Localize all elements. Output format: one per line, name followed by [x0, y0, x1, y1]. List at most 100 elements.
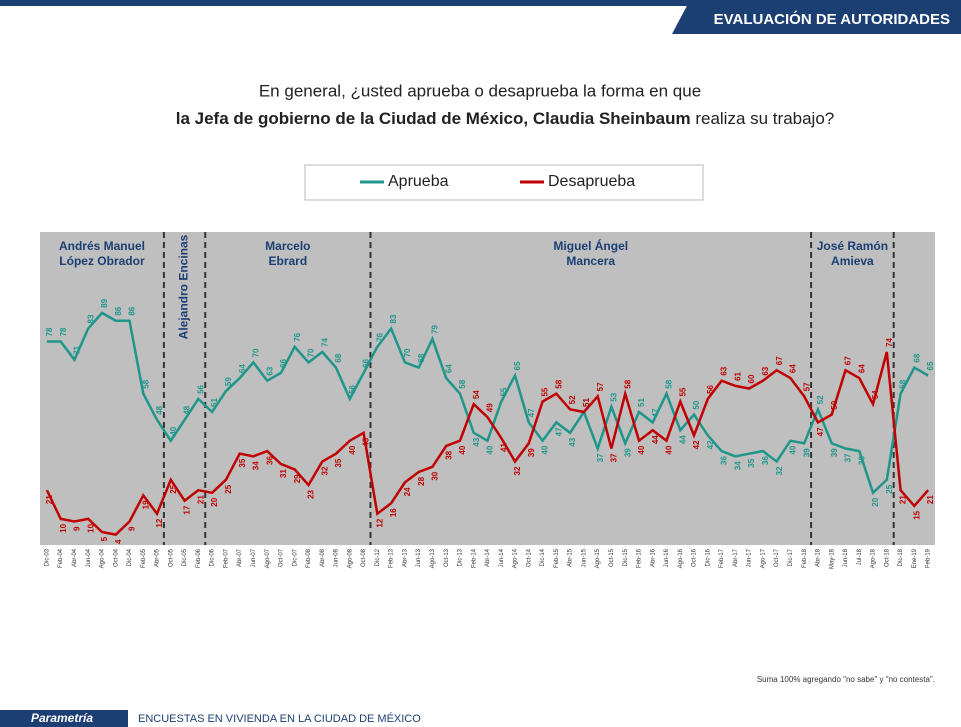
data-label: 17 [183, 505, 192, 514]
data-label: 74 [320, 338, 329, 347]
data-label: 58 [899, 379, 908, 388]
data-label: 76 [375, 332, 384, 341]
data-label: 29 [293, 474, 302, 483]
x-tick-label: Abr-18 [816, 548, 822, 567]
data-label: 47 [651, 408, 660, 417]
legend-label: Aprueba [388, 173, 449, 190]
data-label: 71 [73, 345, 82, 354]
data-label: 64 [789, 364, 798, 373]
data-label: 64 [238, 364, 247, 373]
period-label: López Obrador [59, 254, 145, 268]
data-label: 12 [155, 518, 164, 527]
x-tick-label: Jun-17 [747, 548, 753, 567]
data-label: 57 [802, 382, 811, 391]
x-tick-label: Oct-17 [774, 548, 780, 567]
data-label: 25 [224, 484, 233, 493]
data-label: 39 [802, 448, 811, 457]
x-tick-label: Feb-05 [141, 548, 147, 568]
x-tick-label: Feb-06 [196, 548, 202, 568]
data-label: 34 [252, 461, 261, 470]
x-tick-label: Oct-05 [168, 548, 174, 567]
data-label: 78 [45, 327, 54, 336]
data-label: 40 [637, 445, 646, 454]
x-tick-label: Dic-18 [898, 548, 904, 566]
data-label: 20 [871, 497, 880, 506]
data-label: 54 [472, 390, 481, 399]
data-label: 25 [885, 484, 894, 493]
x-tick-label: Jun-08 [334, 548, 340, 567]
data-label: 19 [141, 500, 150, 509]
header-bar [672, 0, 961, 34]
data-label: 50 [692, 400, 701, 409]
series-line [45, 351, 930, 536]
data-label: 67 [844, 356, 853, 365]
data-label: 37 [610, 453, 619, 462]
x-tick-label: Abr-16 [650, 548, 656, 567]
data-label: 21 [45, 495, 54, 504]
data-label: 43 [362, 437, 371, 446]
x-tick-label: Jun-07 [251, 548, 257, 567]
x-tick-label: Oct-13 [444, 548, 450, 567]
data-label: 43 [472, 437, 481, 446]
data-label: 58 [665, 379, 674, 388]
x-tick-label: Jun-04 [86, 548, 92, 567]
period-label: Marcelo [265, 239, 310, 253]
x-tick-label: Jun-13 [416, 548, 422, 567]
data-label: 24 [403, 487, 412, 496]
x-tick-label: Ago-18 [871, 548, 877, 568]
data-label: 20 [210, 497, 219, 506]
x-tick-label: Jun-16 [664, 548, 670, 567]
x-tick-label: Ago-13 [430, 548, 436, 568]
data-label: 78 [59, 327, 68, 336]
x-tick-label: Dic-06 [210, 548, 216, 566]
data-label: 58 [554, 379, 563, 388]
x-tick-label: Abr-13 [402, 548, 408, 567]
x-tick-label: Oct-08 [361, 548, 367, 567]
data-label: 61 [733, 371, 742, 380]
data-label: 51 [582, 398, 591, 407]
data-label: 43 [568, 437, 577, 446]
x-tick-label: Abr-05 [155, 548, 161, 567]
x-tick-label: Dic-07 [292, 548, 298, 566]
data-label: 10 [59, 523, 68, 532]
period-label: Mancera [566, 254, 615, 268]
data-label: 59 [224, 377, 233, 386]
x-tick-label: Abr-17 [733, 548, 739, 567]
data-label: 41 [499, 443, 508, 452]
data-label: 53 [610, 392, 619, 401]
data-label: 37 [596, 453, 605, 462]
x-tick-label: Dic-15 [623, 548, 629, 566]
data-label: 25 [169, 484, 178, 493]
data-label: 63 [761, 366, 770, 375]
x-tick-label: Jul-18 [857, 548, 863, 565]
title-rest: realiza su trabajo? [695, 109, 834, 128]
x-tick-label: Dic-17 [788, 548, 794, 566]
period-label: Andrés Manuel [59, 239, 145, 253]
data-label: 60 [747, 374, 756, 383]
x-tick-label: Ago-04 [100, 548, 106, 568]
data-label: 68 [334, 353, 343, 362]
x-tick-label: Dic-05 [182, 548, 188, 566]
data-label: 21 [196, 495, 205, 504]
x-tick-label: Abr-14 [485, 548, 491, 567]
data-label: 42 [692, 440, 701, 449]
period-label: Alejandro Encinas [177, 234, 191, 339]
data-label: 63 [720, 366, 729, 375]
x-tick-label: Feb-17 [719, 548, 725, 568]
data-label: 83 [389, 314, 398, 323]
x-tick-label: Dic-04 [127, 548, 133, 566]
data-label: 42 [706, 440, 715, 449]
data-label: 66 [362, 358, 371, 367]
data-label: 70 [307, 348, 316, 357]
legend: Aprueba Desaprueba [360, 173, 635, 190]
x-tick-label: Abr-08 [320, 548, 326, 567]
data-label: 30 [431, 471, 440, 480]
data-label: 40 [486, 445, 495, 454]
data-label: 15 [912, 510, 921, 519]
x-tick-label: Feb-15 [554, 548, 560, 568]
footer-text: ENCUESTAS EN VIVIENDA EN LA CIUDAD DE MÉ… [138, 712, 421, 725]
data-label: 89 [100, 298, 109, 307]
period-label: Ebrard [269, 254, 308, 268]
